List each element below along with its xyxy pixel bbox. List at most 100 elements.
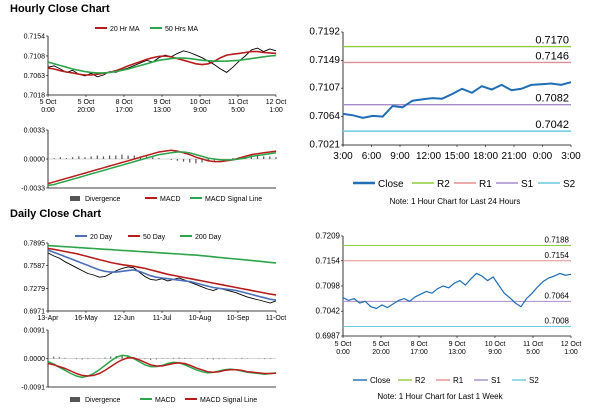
legend-24h-s2-label: S2 — [563, 179, 576, 190]
hourly-24h-x-tick-label: 12:00 — [416, 151, 441, 162]
daily-macd-y-tick-label: 0.0091 — [24, 328, 46, 335]
hourly-24h-close-line — [342, 81, 572, 119]
hourly-24h-x-tick-label: 21:00 — [501, 151, 526, 162]
daily-macd-y-tick-label: 0.0000 — [24, 356, 46, 363]
legend-20hr-ma-label: 20 Hr MA — [110, 26, 140, 33]
hourly-price-y-tick-label: 0.7108 — [24, 53, 46, 60]
hourly-price-x-tick-label: 11 Oct 5:00 — [228, 99, 248, 114]
hourly-price-x-tick-label: 5 Oct 20:00 — [77, 99, 95, 114]
hourly-24h-r1-label: 0.7146 — [535, 50, 569, 62]
legend-week-r2-label: R2 — [415, 376, 426, 385]
daily-price-y-tick-label: 0.7895 — [24, 241, 46, 248]
daily-week-s2-label: 0.7008 — [545, 317, 570, 326]
legend-daily-divergence-swatch — [70, 397, 80, 402]
daily-week-s1-label: 0.7064 — [545, 291, 570, 300]
hourly-24h-x-tick-label: 18:00 — [473, 151, 498, 162]
daily-price-y-tick-label: 0.6971 — [24, 309, 46, 316]
daily-200day-line — [47, 244, 277, 264]
legend-daily-macd-label: MACD — [155, 397, 176, 404]
daily-week-x-tick-label: 5 Oct 20:00 — [372, 341, 390, 356]
legend-week-s1-label: S1 — [491, 376, 501, 385]
legend-50day-label: 50 Day — [143, 234, 166, 241]
daily-section-title: Daily Close Chart — [10, 208, 102, 220]
hourly-24h-s2-label: 0.7042 — [535, 119, 569, 131]
daily-week-x-tick-label: 5 Oct 0:00 — [335, 341, 352, 356]
legend-week-s2-label: S2 — [529, 376, 539, 385]
daily-week-y-tick-label: 0.7098 — [316, 282, 341, 291]
daily-note: Note: 1 Hour Chart for Last 1 Week — [377, 392, 503, 401]
legend-hourly-macd-label: MACD — [160, 196, 181, 203]
daily-price-x-tick-label: 13-Apr — [37, 315, 59, 322]
legend-20day-label: 20 Day — [90, 234, 113, 241]
legend-50hrs-ma-label: 50 Hrs MA — [165, 26, 198, 33]
hourly-24h-s1-label: 0.7082 — [535, 93, 569, 105]
daily-macd-signal-line — [47, 357, 277, 377]
hourly-price-x-tick-label: 12 Oct 1:00 — [266, 99, 287, 114]
daily-price-y-tick-label: 0.7279 — [24, 286, 46, 293]
hourly-24h-x-tick-label: 0:00 — [533, 151, 553, 162]
hourly-macd-y-tick-label: -0.0033 — [21, 186, 45, 193]
legend-hourly-divergence-label: Divergence — [85, 196, 121, 203]
hourly-price-y-tick-label: 0.7018 — [24, 93, 46, 100]
hourly-macd-line — [47, 149, 277, 185]
daily-week-x-tick-label: 11 Oct 5:00 — [523, 341, 543, 356]
daily-week-x-tick-label: 10 Oct 9:00 — [485, 341, 506, 356]
hourly-24h-x-tick-label: 3:00 — [561, 151, 581, 162]
legend-24h-r2-label: R2 — [437, 179, 450, 190]
daily-price-x-tick-label: 11-Jul — [153, 315, 172, 322]
hourly-price-y-tick-label: 0.7063 — [24, 73, 46, 80]
hourly-24h-y-tick-label: 0.7192 — [309, 27, 340, 38]
hourly-24h-x-tick-label: 6:00 — [362, 151, 382, 162]
daily-price-x-tick-label: 10-Aug — [189, 315, 212, 322]
hourly-section-title: Hourly Close Chart — [10, 3, 110, 15]
legend-200day-label: 200 Day — [195, 234, 222, 241]
hourly-24h-r2-label: 0.7170 — [535, 35, 569, 47]
hourly-price-x-tick-label: 10 Oct 9:00 — [190, 99, 211, 114]
hourly-price-y-tick-label: 0.7154 — [24, 34, 46, 41]
daily-50day-line — [47, 247, 277, 296]
daily-price-x-tick-label: 11-Oct — [266, 315, 287, 322]
daily-week-x-tick-label: 9 Oct 13:00 — [448, 341, 466, 356]
daily-week-x-tick-label: 8 Oct 17:00 — [410, 341, 428, 356]
hourly-24h-y-tick-label: 0.7064 — [309, 111, 340, 122]
hourly-price-x-tick-label: 8 Oct 17:00 — [115, 99, 133, 114]
hourly-24h-y-tick-label: 0.7107 — [309, 83, 340, 94]
daily-week-y-tick-label: 0.6987 — [316, 332, 341, 341]
daily-week-r1-label: 0.7154 — [545, 251, 570, 260]
hourly-price-x-tick-label: 5 Oct 0:00 — [40, 99, 57, 114]
legend-hourly-macd-signal-label: MACD Signal Line — [205, 196, 262, 203]
hourly-price-x-tick-label: 9 Oct 13:00 — [153, 99, 171, 114]
daily-week-close-line — [342, 272, 572, 310]
hourly-macd-y-tick-label: 0.0033 — [24, 128, 46, 135]
hourly-macd-y-tick-label: 0.0000 — [24, 157, 46, 164]
hourly-note: Note: 1 Hour Chart for Last 24 Hours — [389, 197, 521, 206]
legend-week-r1-label: R1 — [453, 376, 464, 385]
hourly-24h-x-tick-label: 9:00 — [390, 151, 410, 162]
daily-week-y-tick-label: 0.7154 — [316, 256, 341, 265]
daily-week-y-tick-label: 0.7042 — [316, 307, 341, 316]
legend-24h-s1-label: S1 — [521, 179, 534, 190]
daily-week-x-tick-label: 12 Oct 1:00 — [561, 341, 582, 356]
hourly-24h-x-tick-label: 15:00 — [444, 151, 469, 162]
legend-24h-close-label: Close — [378, 179, 404, 190]
daily-price-y-tick-label: 0.7587 — [24, 263, 46, 270]
hourly-50hr-ma-line — [47, 54, 277, 74]
hourly-20hr-ma-line — [47, 50, 277, 76]
hourly-24h-y-tick-label: 0.7149 — [309, 55, 340, 66]
daily-price-x-tick-label: 10-Sep — [227, 315, 250, 322]
hourly-24h-y-tick-label: 0.7021 — [309, 140, 340, 151]
daily-price-x-tick-label: 16-May — [74, 315, 98, 322]
daily-macd-y-tick-label: -0.0091 — [21, 385, 45, 392]
legend-daily-divergence-label: Divergence — [85, 397, 121, 404]
daily-week-r2-label: 0.7188 — [545, 235, 570, 244]
daily-20day-line — [47, 249, 277, 301]
legend-24h-r1-label: R1 — [479, 179, 492, 190]
daily-week-y-tick-label: 0.7209 — [316, 232, 341, 241]
daily-price-x-tick-label: 12-Jun — [113, 315, 135, 322]
legend-daily-macd-signal-label: MACD Signal Line — [200, 397, 257, 404]
legend-hourly-divergence-swatch — [70, 196, 80, 201]
legend-week-close-label: Close — [370, 376, 391, 385]
hourly-macd-signal-line — [47, 151, 277, 187]
hourly-24h-x-tick-label: 3:00 — [333, 151, 353, 162]
